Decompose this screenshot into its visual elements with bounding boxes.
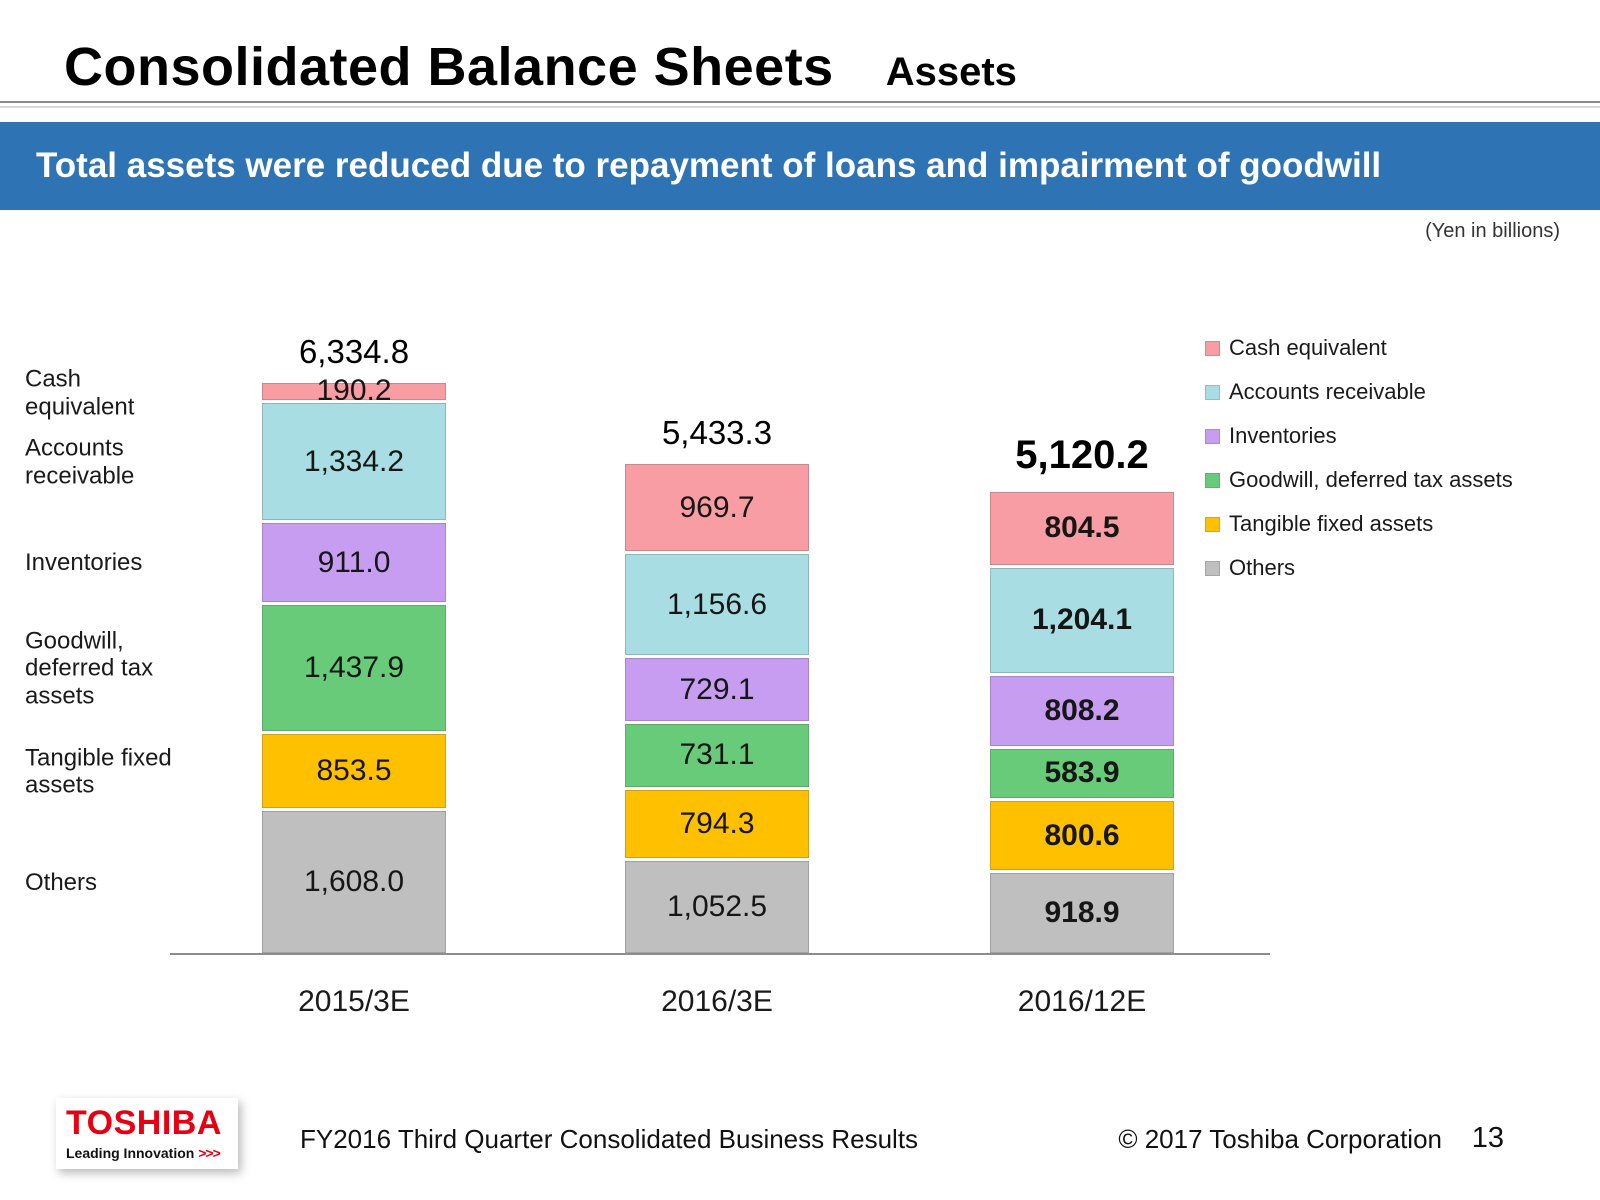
- segment-tangible-fixed-assets: 853.5: [262, 731, 446, 809]
- segment-tangible-fixed-assets: 794.3: [625, 786, 809, 859]
- legend-swatch-icon: [1205, 384, 1220, 400]
- legend-label: Cash equivalent: [1229, 335, 1387, 360]
- page-number: 13: [1471, 1122, 1504, 1154]
- legend-swatch-icon: [1205, 472, 1220, 488]
- segment-value-label: 853.5: [316, 754, 392, 788]
- page-title: Consolidated Balance Sheets: [64, 37, 834, 97]
- chart-legend: Cash equivalent Accounts receivable Invent…: [1205, 335, 1575, 600]
- title-divider: [0, 101, 1600, 108]
- legend-swatch-icon: [1205, 516, 1220, 532]
- segment-cash-equivalent: 969.7: [625, 464, 809, 552]
- segment-value-label: 1,156.6: [666, 587, 768, 621]
- legend-item-goodwill-deferred-tax-assets: Goodwill, deferred tax assets: [1205, 467, 1575, 492]
- segment-value-label: 1,052.5: [666, 890, 768, 924]
- legend-label: Accounts receivable: [1229, 379, 1426, 404]
- toshiba-tagline: Leading Innovation >>>: [66, 1145, 222, 1161]
- segment-value-label: 1,608.0: [303, 865, 405, 899]
- category-label-2016-12e: 2016/12E: [1017, 985, 1147, 1018]
- category-axis: 2015/3E 2016/3E 2016/12E: [170, 985, 1270, 1031]
- legend-swatch-icon: [1205, 340, 1220, 356]
- segment-inventories: 729.1: [625, 655, 809, 721]
- segment-value-label: 1,334.2: [303, 444, 405, 478]
- legend-item-tangible-fixed-assets: Tangible fixed assets: [1205, 511, 1575, 536]
- toshiba-logo: TOSHIBA Leading Innovation >>>: [56, 1098, 238, 1169]
- total-label-2016-3e: 5,433.3: [661, 414, 773, 451]
- segment-value-label: 808.2: [1044, 693, 1120, 727]
- segment-accounts-receivable: 1,204.1: [990, 564, 1174, 673]
- chevrons-icon: >>>: [198, 1145, 221, 1161]
- segment-others: 918.9: [990, 870, 1174, 954]
- title-row: Consolidated Balance Sheets Assets: [64, 36, 1017, 98]
- chart-baseline: [170, 953, 1270, 955]
- legend-item-inventories: Inventories: [1205, 423, 1575, 448]
- segment-value-label: 1,204.1: [1031, 603, 1133, 637]
- stacked-bar-chart: 190.2 1,334.2 911.0 1,437.9 853.5 1,608.0 6,33…: [170, 300, 1270, 955]
- toshiba-wordmark: TOSHIBA: [66, 1104, 222, 1142]
- segment-cash-equivalent: 190.2: [262, 376, 446, 406]
- segment-others: 1,052.5: [625, 858, 809, 953]
- footer-caption: FY2016 Third Quarter Consolidated Busine…: [300, 1124, 919, 1154]
- segment-tangible-fixed-assets: 800.6: [990, 798, 1174, 871]
- total-label-2015-3e: 6,334.8: [298, 332, 410, 370]
- legend-swatch-icon: [1205, 560, 1220, 576]
- legend-label: Inventories: [1229, 423, 1337, 448]
- segment-accounts-receivable: 1,334.2: [262, 400, 446, 521]
- segment-value-label: 794.3: [679, 807, 755, 841]
- segment-goodwill-deferred-tax-assets: 1,437.9: [262, 602, 446, 732]
- segment-inventories: 808.2: [990, 672, 1174, 746]
- segment-accounts-receivable: 1,156.6: [625, 551, 809, 656]
- segment-value-label: 911.0: [317, 545, 391, 579]
- segment-value-label: 800.6: [1044, 818, 1120, 852]
- segment-value-label: 731.1: [679, 738, 755, 772]
- tagline-text: Leading Innovation: [66, 1145, 195, 1161]
- legend-label: Others: [1229, 555, 1296, 580]
- segment-cash-equivalent: 804.5: [990, 492, 1174, 565]
- segment-others: 1,608.0: [262, 808, 446, 953]
- legend-swatch-icon: [1205, 428, 1220, 444]
- segment-value-label: 804.5: [1044, 511, 1120, 545]
- segment-value-label: 918.9: [1044, 896, 1120, 930]
- stacked-bar-2016-12e: 804.5 1,204.1 808.2 583.9 800.6 918.9: [990, 492, 1174, 954]
- footer-copyright: © 2017 Toshiba Corporation: [1118, 1124, 1442, 1154]
- category-label-2015-3e: 2015/3E: [298, 985, 410, 1018]
- headline-banner: Total assets were reduced due to repayme…: [0, 122, 1600, 210]
- legend-label: Goodwill, deferred tax assets: [1229, 467, 1513, 492]
- segment-value-label: 583.9: [1044, 756, 1120, 790]
- legend-item-cash-equivalent: Cash equivalent: [1205, 335, 1575, 360]
- legend-label: Tangible fixed assets: [1229, 511, 1434, 536]
- total-label-2016-12e: 5,120.2: [1015, 433, 1149, 478]
- segment-goodwill-deferred-tax-assets: 731.1: [625, 720, 809, 787]
- legend-item-others: Others: [1205, 555, 1575, 580]
- legend-item-accounts-receivable: Accounts receivable: [1205, 379, 1575, 404]
- stacked-bar-2015-3e: 190.2 1,334.2 911.0 1,437.9 853.5 1,608.0: [262, 376, 446, 953]
- segment-inventories: 911.0: [262, 520, 446, 603]
- stacked-bar-2016-3e: 969.7 1,156.6 729.1 731.1 794.3 1,052.5: [625, 464, 809, 953]
- segment-value-label: 1,437.9: [303, 651, 405, 685]
- segment-goodwill-deferred-tax-assets: 583.9: [990, 745, 1174, 799]
- page-subtitle: Assets: [885, 50, 1017, 94]
- category-label-2016-3e: 2016/3E: [661, 985, 773, 1018]
- segment-value-label: 729.1: [679, 672, 755, 706]
- segment-value-label: 969.7: [679, 490, 755, 524]
- unit-note: (Yen in billions): [1425, 220, 1560, 242]
